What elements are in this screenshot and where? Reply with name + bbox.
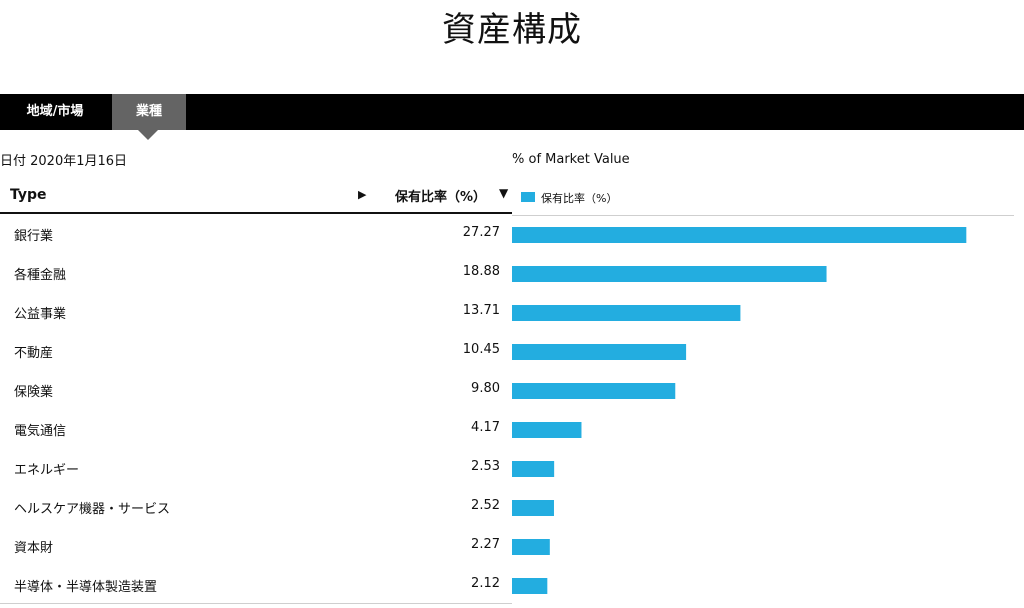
chart-title: % of Market Value — [512, 152, 630, 167]
table-header: Type ▶ 保有比率（%） ▼ — [0, 182, 512, 214]
tab-bar: 地域/市場 業種 — [0, 94, 1024, 130]
row-value: 2.27 — [471, 537, 500, 552]
row-value: 18.88 — [462, 264, 500, 279]
play-icon[interactable]: ▶ — [358, 188, 367, 201]
column-header-holding-ratio[interactable]: 保有比率（%） — [395, 190, 487, 205]
bar[interactable] — [512, 422, 582, 438]
row-label: エネルギー — [14, 463, 80, 478]
page-title: 資産構成 — [442, 10, 582, 50]
bar[interactable] — [512, 578, 548, 594]
row-label: 電気通信 — [14, 424, 67, 439]
legend-swatch — [521, 192, 535, 202]
bar[interactable] — [512, 227, 967, 243]
row-value: 2.53 — [471, 459, 500, 474]
row-label: 公益事業 — [14, 307, 67, 322]
bar[interactable] — [512, 344, 687, 360]
sort-desc-icon[interactable]: ▼ — [499, 186, 509, 200]
bar[interactable] — [512, 305, 741, 321]
legend-label: 保有比率（%） — [541, 192, 618, 205]
row-label: ヘルスケア機器・サービス — [14, 502, 171, 517]
row-value: 2.52 — [471, 498, 500, 513]
table-bottom-rule — [0, 603, 512, 604]
bar[interactable] — [512, 500, 554, 516]
row-label: 保険業 — [14, 385, 54, 400]
row-label: 銀行業 — [14, 229, 54, 244]
active-tab-pointer-icon — [138, 130, 158, 140]
tab-industry[interactable]: 業種 — [112, 94, 186, 130]
row-label: 不動産 — [14, 346, 54, 361]
row-value: 9.80 — [471, 381, 500, 396]
bar[interactable] — [512, 383, 676, 399]
row-value: 10.45 — [462, 342, 500, 357]
as-of-date: 日付 2020年1月16日 — [0, 154, 128, 169]
bar[interactable] — [512, 539, 550, 555]
row-value: 2.12 — [471, 576, 500, 591]
row-label: 半導体・半導体製造装置 — [14, 580, 158, 595]
column-header-type: Type — [10, 187, 47, 203]
bar[interactable] — [512, 461, 555, 477]
tab-region-market[interactable]: 地域/市場 — [26, 104, 84, 119]
row-label: 各種金融 — [14, 268, 67, 283]
bar[interactable] — [512, 266, 827, 282]
row-value: 27.27 — [462, 225, 500, 240]
row-value: 4.17 — [471, 420, 500, 435]
row-value: 13.71 — [462, 303, 500, 318]
row-label: 資本財 — [14, 541, 54, 556]
chart-top-rule — [512, 215, 1014, 216]
